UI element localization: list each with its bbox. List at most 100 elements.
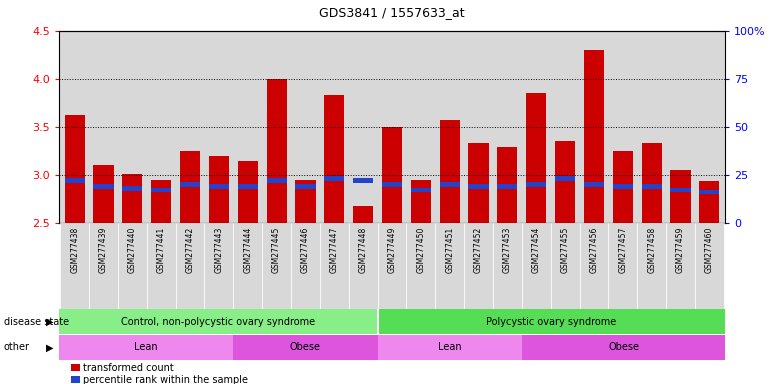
Text: GSM277439: GSM277439 (99, 227, 108, 273)
Bar (637, 223, 666, 309)
Text: ▶: ▶ (45, 316, 53, 327)
Text: Lean: Lean (134, 342, 158, 353)
Bar (469, 184, 488, 189)
Text: GDS3841 / 1557633_at: GDS3841 / 1557633_at (319, 6, 465, 19)
Bar (147, 31, 176, 223)
Bar (555, 176, 575, 181)
Text: Control, non-polycystic ovary syndrome: Control, non-polycystic ovary syndrome (121, 316, 315, 327)
Bar (291, 223, 320, 309)
Bar (584, 182, 604, 187)
Bar (122, 186, 143, 190)
Bar (440, 120, 459, 223)
Bar (353, 178, 373, 183)
Bar (522, 335, 725, 360)
Bar (296, 184, 315, 189)
Bar (296, 180, 315, 223)
Bar (233, 335, 378, 360)
Bar (238, 184, 258, 189)
Bar (353, 207, 373, 223)
Bar (205, 223, 234, 309)
Bar (118, 31, 147, 223)
Bar (147, 223, 176, 309)
Bar (89, 223, 118, 309)
Bar (608, 31, 637, 223)
Bar (205, 31, 234, 223)
Bar (493, 223, 522, 309)
Text: Obese: Obese (289, 342, 321, 353)
Bar (234, 223, 262, 309)
Bar (584, 50, 604, 223)
Text: GSM277438: GSM277438 (70, 227, 79, 273)
Bar (608, 223, 637, 309)
Text: percentile rank within the sample: percentile rank within the sample (83, 375, 248, 384)
Bar (579, 223, 608, 309)
Text: GSM277456: GSM277456 (590, 227, 598, 273)
Text: GSM277443: GSM277443 (214, 227, 223, 273)
Text: GSM277459: GSM277459 (676, 227, 685, 273)
Bar (262, 31, 291, 223)
Bar (435, 223, 464, 309)
Bar (378, 335, 522, 360)
Bar (378, 309, 725, 334)
Bar (59, 309, 378, 334)
Bar (151, 180, 172, 223)
Bar (180, 151, 200, 223)
Text: Polycystic ovary syndrome: Polycystic ovary syndrome (486, 316, 616, 327)
Bar (118, 223, 147, 309)
Bar (695, 31, 724, 223)
Bar (382, 182, 402, 187)
Text: GSM277452: GSM277452 (474, 227, 483, 273)
Bar (180, 182, 200, 187)
Bar (267, 178, 287, 183)
Bar (699, 190, 720, 194)
Text: GSM277458: GSM277458 (647, 227, 656, 273)
Text: GSM277451: GSM277451 (445, 227, 454, 273)
Bar (64, 115, 85, 223)
Bar (176, 223, 205, 309)
Text: GSM277442: GSM277442 (186, 227, 194, 273)
Bar (378, 31, 406, 223)
Bar (291, 31, 320, 223)
Text: Obese: Obese (608, 342, 639, 353)
Bar (411, 188, 431, 192)
Bar (93, 184, 114, 189)
Bar (435, 31, 464, 223)
Bar (440, 182, 459, 187)
Bar (641, 143, 662, 223)
Bar (406, 223, 435, 309)
Text: GSM277460: GSM277460 (705, 227, 714, 273)
Bar (526, 93, 546, 223)
Bar (637, 31, 666, 223)
Bar (555, 141, 575, 223)
Bar (349, 31, 378, 223)
Bar (151, 188, 172, 192)
Bar (612, 184, 633, 189)
Bar (411, 180, 431, 223)
Text: GSM277448: GSM277448 (358, 227, 368, 273)
Text: transformed count: transformed count (83, 363, 174, 373)
Bar (93, 165, 114, 223)
Bar (550, 223, 579, 309)
Bar (238, 161, 258, 223)
Bar (550, 31, 579, 223)
Bar (612, 151, 633, 223)
Bar (349, 223, 378, 309)
Bar (64, 178, 85, 183)
Text: GSM277457: GSM277457 (619, 227, 627, 273)
Bar (641, 184, 662, 189)
Text: GSM277454: GSM277454 (532, 227, 541, 273)
Text: GSM277446: GSM277446 (301, 227, 310, 273)
Bar (234, 31, 262, 223)
Bar (89, 31, 118, 223)
Text: GSM277444: GSM277444 (243, 227, 252, 273)
Bar (267, 79, 287, 223)
Bar (522, 223, 550, 309)
Bar (464, 31, 493, 223)
Bar (469, 143, 488, 223)
Text: GSM277450: GSM277450 (416, 227, 426, 273)
Bar (60, 31, 89, 223)
Bar (666, 31, 695, 223)
Bar (60, 223, 89, 309)
Text: GSM277453: GSM277453 (503, 227, 512, 273)
Bar (670, 170, 691, 223)
